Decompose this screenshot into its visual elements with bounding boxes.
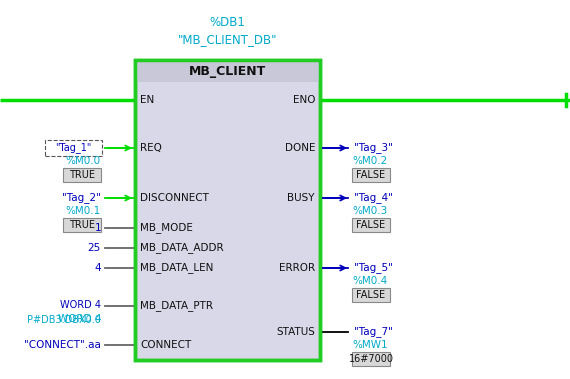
Text: "Tag_7": "Tag_7" [354,327,393,337]
Text: %MW1: %MW1 [352,340,388,350]
Bar [63,168,101,182]
Text: %M0.0: %M0.0 [66,156,101,166]
Text: TRUE: TRUE [69,220,95,230]
Text: P#DB3.DBX0.0: P#DB3.DBX0.0 [27,315,101,325]
Text: ENO: ENO [292,95,315,105]
Bar [352,288,390,302]
Text: "Tag_2": "Tag_2" [62,193,101,204]
Text: BUSY: BUSY [287,193,315,203]
Text: 1: 1 [95,223,101,233]
Text: "CONNECT".aa: "CONNECT".aa [24,340,101,350]
Text: "MB_CLIENT_DB": "MB_CLIENT_DB" [178,33,277,47]
Text: "Tag_5": "Tag_5" [354,263,393,274]
Text: TRUE: TRUE [69,170,95,180]
Text: MB_MODE: MB_MODE [140,222,193,233]
Text: MB_DATA_LEN: MB_DATA_LEN [140,263,213,274]
Bar [63,218,101,232]
Text: "Tag_3": "Tag_3" [354,143,393,153]
Text: %M0.4: %M0.4 [352,276,387,286]
FancyBboxPatch shape [45,140,102,156]
Bar [135,60,320,360]
Text: 4: 4 [95,263,101,273]
Text: "Tag_1": "Tag_1" [55,143,92,153]
Text: MB_CLIENT: MB_CLIENT [189,64,266,77]
Text: 16#7000: 16#7000 [348,354,393,364]
Text: %M0.3: %M0.3 [352,206,387,216]
Bar [352,218,390,232]
Text: MB_DATA_ADDR: MB_DATA_ADDR [140,243,223,254]
Text: %M0.1: %M0.1 [66,206,101,216]
Text: DONE: DONE [284,143,315,153]
Text: %M0.2: %M0.2 [352,156,387,166]
Text: FALSE: FALSE [356,170,385,180]
Text: STATUS: STATUS [276,327,315,337]
Bar [352,168,390,182]
Bar [135,60,320,360]
Text: CONNECT: CONNECT [140,340,192,350]
Text: "Tag_4": "Tag_4" [354,193,393,204]
Text: DISCONNECT: DISCONNECT [140,193,209,203]
Text: FALSE: FALSE [356,290,385,300]
Text: WORD 4: WORD 4 [60,300,101,310]
Bar [135,60,320,82]
Text: REQ: REQ [140,143,162,153]
Text: %DB1: %DB1 [210,16,246,28]
Text: FALSE: FALSE [356,220,385,230]
Text: EN: EN [140,95,154,105]
Text: MB_DATA_PTR: MB_DATA_PTR [140,301,213,312]
Text: WORD 4: WORD 4 [58,314,101,324]
Text: 25: 25 [88,243,101,253]
Bar [352,352,390,366]
Text: ERROR: ERROR [279,263,315,273]
